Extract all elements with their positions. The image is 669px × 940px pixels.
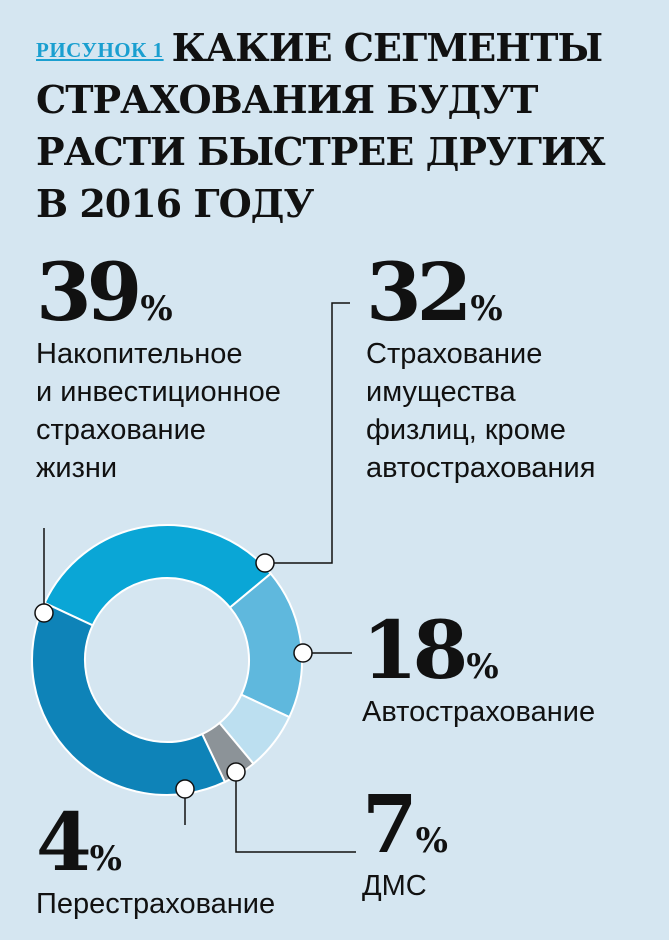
label-reins: 4% Перестрахование — [36, 795, 276, 923]
percent-dms: % — [415, 821, 448, 861]
label-life: 39% Накопительное и инвестиционное страх… — [36, 245, 281, 487]
marker-prop — [255, 553, 275, 573]
desc-auto: Автострахование — [362, 696, 596, 728]
label-auto: 18% Автострахование — [362, 603, 596, 731]
value-life: 39 — [36, 245, 142, 339]
value-dms: 7 — [362, 777, 418, 871]
leader-line-prop — [265, 302, 350, 564]
percent-life: % — [140, 289, 173, 329]
marker-dms — [226, 762, 246, 782]
value-reins: 4 — [36, 795, 92, 889]
figure-label: РИСУНОК 1 — [36, 38, 164, 62]
slice-life — [31, 601, 227, 796]
percent-prop: % — [470, 289, 503, 329]
value-prop: 32 — [366, 245, 472, 339]
value-auto: 18 — [362, 603, 468, 697]
chart-title: РИСУНОК 1 КАКИЕ СЕГМЕНТЫ СТРАХОВАНИЯ БУДУ… — [36, 22, 646, 230]
desc-life: Накопительное и инвестиционное страхован… — [36, 338, 281, 484]
percent-reins: % — [89, 839, 122, 879]
leader-line-dms — [235, 772, 356, 853]
marker-auto — [293, 643, 313, 663]
desc-prop: Страхование имущества физлиц, кроме авто… — [366, 338, 596, 484]
marker-life — [34, 603, 54, 623]
percent-auto: % — [466, 647, 499, 687]
marker-reins — [175, 779, 195, 799]
label-prop: 32% Страхование имущества физлиц, кроме … — [366, 245, 596, 487]
title-text: КАКИЕ СЕГМЕНТЫ СТРАХОВАНИЯ БУДУТ РАСТИ Б… — [36, 25, 605, 226]
label-dms: 7% ДМС — [362, 777, 448, 905]
desc-reins: Перестрахование — [36, 888, 276, 920]
desc-dms: ДМС — [362, 870, 427, 902]
